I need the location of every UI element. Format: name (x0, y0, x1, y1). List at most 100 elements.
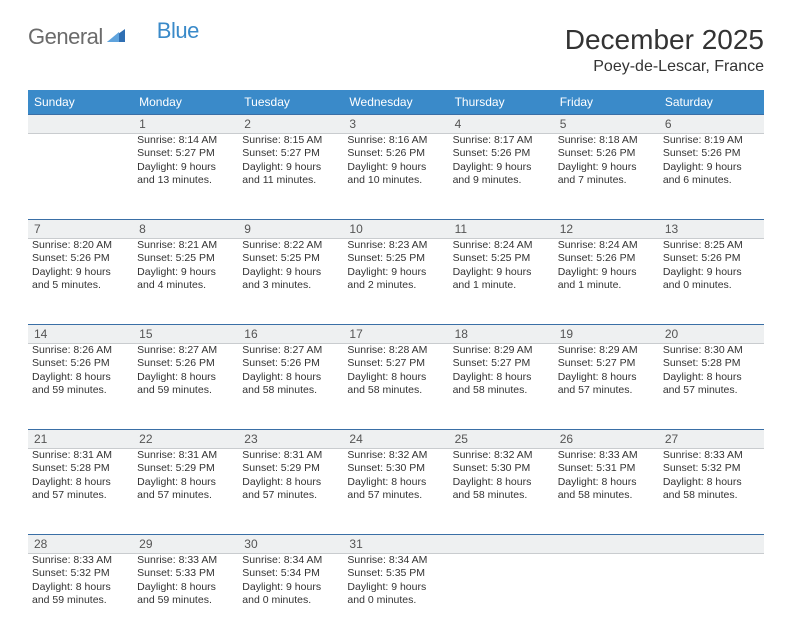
daylight-text: Daylight: 8 hours and 58 minutes. (453, 371, 550, 398)
day-number: 28 (28, 535, 133, 554)
sunrise-text: Sunrise: 8:34 AM (347, 554, 444, 567)
day-cell: Sunrise: 8:34 AMSunset: 5:34 PMDaylight:… (238, 554, 343, 640)
day-cell: Sunrise: 8:32 AMSunset: 5:30 PMDaylight:… (343, 449, 448, 535)
day-cell: Sunrise: 8:25 AMSunset: 5:26 PMDaylight:… (659, 239, 764, 325)
day-number: 17 (343, 325, 448, 344)
day-cell: Sunrise: 8:14 AMSunset: 5:27 PMDaylight:… (133, 134, 238, 220)
day-number: 13 (659, 220, 764, 239)
sunrise-text: Sunrise: 8:31 AM (32, 449, 129, 462)
daylight-text: Daylight: 8 hours and 59 minutes. (137, 581, 234, 608)
logo-text-general: General (28, 24, 103, 50)
day-cell: Sunrise: 8:27 AMSunset: 5:26 PMDaylight:… (133, 344, 238, 430)
daylight-text: Daylight: 8 hours and 57 minutes. (242, 476, 339, 503)
day-cell: Sunrise: 8:19 AMSunset: 5:26 PMDaylight:… (659, 134, 764, 220)
day-number: 24 (343, 430, 448, 449)
location: Poey-de-Lescar, France (565, 58, 764, 76)
daylight-text: Daylight: 9 hours and 6 minutes. (663, 161, 760, 188)
day-cell: Sunrise: 8:15 AMSunset: 5:27 PMDaylight:… (238, 134, 343, 220)
weekday-header: Sunday (28, 90, 133, 115)
day-number: 21 (28, 430, 133, 449)
day-cell: Sunrise: 8:33 AMSunset: 5:33 PMDaylight:… (133, 554, 238, 640)
day-number: 7 (28, 220, 133, 239)
day-cell: Sunrise: 8:24 AMSunset: 5:26 PMDaylight:… (554, 239, 659, 325)
day-number: 18 (449, 325, 554, 344)
sunrise-text: Sunrise: 8:26 AM (32, 344, 129, 357)
daylight-text: Daylight: 9 hours and 9 minutes. (453, 161, 550, 188)
sunset-text: Sunset: 5:29 PM (137, 462, 234, 475)
day-number (554, 535, 659, 554)
daylight-text: Daylight: 8 hours and 58 minutes. (242, 371, 339, 398)
day-cell (28, 134, 133, 220)
daylight-text: Daylight: 9 hours and 11 minutes. (242, 161, 339, 188)
day-cell (449, 554, 554, 640)
day-number (449, 535, 554, 554)
daylight-text: Daylight: 9 hours and 5 minutes. (32, 266, 129, 293)
sunset-text: Sunset: 5:30 PM (453, 462, 550, 475)
daylight-text: Daylight: 9 hours and 1 minute. (453, 266, 550, 293)
sunset-text: Sunset: 5:27 PM (347, 357, 444, 370)
sunrise-text: Sunrise: 8:32 AM (453, 449, 550, 462)
daylight-text: Daylight: 9 hours and 0 minutes. (242, 581, 339, 608)
day-cell (554, 554, 659, 640)
day-info-row: Sunrise: 8:26 AMSunset: 5:26 PMDaylight:… (28, 344, 764, 430)
sunset-text: Sunset: 5:27 PM (242, 147, 339, 160)
sunset-text: Sunset: 5:28 PM (663, 357, 760, 370)
title-block: December 2025 Poey-de-Lescar, France (565, 24, 764, 76)
daylight-text: Daylight: 9 hours and 13 minutes. (137, 161, 234, 188)
sunrise-text: Sunrise: 8:34 AM (242, 554, 339, 567)
sunrise-text: Sunrise: 8:14 AM (137, 134, 234, 147)
sunset-text: Sunset: 5:26 PM (558, 147, 655, 160)
daylight-text: Daylight: 9 hours and 3 minutes. (242, 266, 339, 293)
logo-text-blue: Blue (157, 18, 199, 44)
weekday-header: Thursday (449, 90, 554, 115)
daylight-text: Daylight: 9 hours and 4 minutes. (137, 266, 234, 293)
sunrise-text: Sunrise: 8:19 AM (663, 134, 760, 147)
day-number-row: 14151617181920 (28, 325, 764, 344)
sunset-text: Sunset: 5:26 PM (242, 357, 339, 370)
daylight-text: Daylight: 9 hours and 1 minute. (558, 266, 655, 293)
daylight-text: Daylight: 9 hours and 7 minutes. (558, 161, 655, 188)
sunrise-text: Sunrise: 8:21 AM (137, 239, 234, 252)
day-number: 27 (659, 430, 764, 449)
sunrise-text: Sunrise: 8:24 AM (453, 239, 550, 252)
month-title: December 2025 (565, 24, 764, 56)
calendar-body: 123456Sunrise: 8:14 AMSunset: 5:27 PMDay… (28, 115, 764, 640)
day-cell: Sunrise: 8:23 AMSunset: 5:25 PMDaylight:… (343, 239, 448, 325)
day-info-row: Sunrise: 8:31 AMSunset: 5:28 PMDaylight:… (28, 449, 764, 535)
sunrise-text: Sunrise: 8:16 AM (347, 134, 444, 147)
day-number: 6 (659, 115, 764, 134)
logo-triangle-icon (107, 27, 127, 48)
sunset-text: Sunset: 5:28 PM (32, 462, 129, 475)
logo: General Blue (28, 24, 199, 50)
daylight-text: Daylight: 8 hours and 57 minutes. (558, 371, 655, 398)
daylight-text: Daylight: 8 hours and 59 minutes. (32, 581, 129, 608)
sunset-text: Sunset: 5:27 PM (137, 147, 234, 160)
day-cell: Sunrise: 8:33 AMSunset: 5:31 PMDaylight:… (554, 449, 659, 535)
daylight-text: Daylight: 8 hours and 57 minutes. (32, 476, 129, 503)
sunset-text: Sunset: 5:27 PM (453, 357, 550, 370)
sunset-text: Sunset: 5:31 PM (558, 462, 655, 475)
day-number: 4 (449, 115, 554, 134)
daylight-text: Daylight: 8 hours and 59 minutes. (32, 371, 129, 398)
sunset-text: Sunset: 5:26 PM (663, 252, 760, 265)
sunrise-text: Sunrise: 8:17 AM (453, 134, 550, 147)
sunrise-text: Sunrise: 8:22 AM (242, 239, 339, 252)
day-number: 5 (554, 115, 659, 134)
weekday-header: Saturday (659, 90, 764, 115)
sunrise-text: Sunrise: 8:15 AM (242, 134, 339, 147)
weekday-header: Wednesday (343, 90, 448, 115)
day-number (659, 535, 764, 554)
day-cell: Sunrise: 8:31 AMSunset: 5:28 PMDaylight:… (28, 449, 133, 535)
day-number-row: 21222324252627 (28, 430, 764, 449)
sunrise-text: Sunrise: 8:33 AM (663, 449, 760, 462)
day-cell: Sunrise: 8:22 AMSunset: 5:25 PMDaylight:… (238, 239, 343, 325)
daylight-text: Daylight: 9 hours and 0 minutes. (663, 266, 760, 293)
sunrise-text: Sunrise: 8:31 AM (242, 449, 339, 462)
weekday-header: Monday (133, 90, 238, 115)
daylight-text: Daylight: 8 hours and 58 minutes. (558, 476, 655, 503)
day-number: 8 (133, 220, 238, 239)
sunset-text: Sunset: 5:33 PM (137, 567, 234, 580)
sunrise-text: Sunrise: 8:33 AM (558, 449, 655, 462)
sunset-text: Sunset: 5:26 PM (32, 252, 129, 265)
sunrise-text: Sunrise: 8:33 AM (137, 554, 234, 567)
